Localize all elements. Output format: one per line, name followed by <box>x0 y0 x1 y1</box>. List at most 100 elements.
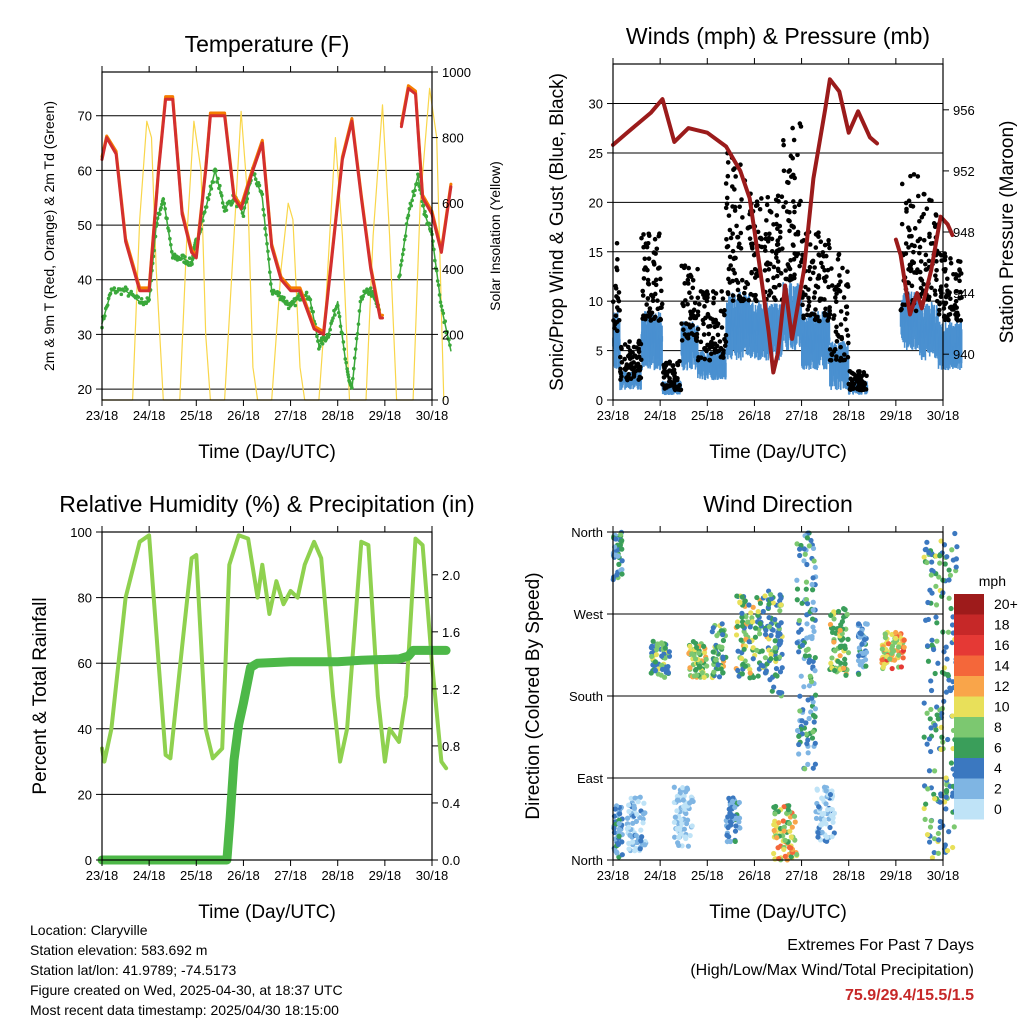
direction-point <box>929 590 935 596</box>
dewpoint-line-point <box>161 197 166 201</box>
gust-point <box>730 293 736 298</box>
direction-point <box>794 727 801 734</box>
dewpoint-line-point <box>413 188 417 193</box>
dewpoint-line-point <box>105 303 110 307</box>
direction-point <box>923 546 929 553</box>
direction-point <box>803 731 809 737</box>
direction-point <box>674 793 680 799</box>
gust-point <box>911 249 916 255</box>
dewpoint-line-point <box>328 327 332 332</box>
direction-point <box>779 665 785 671</box>
x-axis-label: Time (Day/UTC) <box>709 902 847 923</box>
direction-point <box>737 600 743 606</box>
direction-point <box>803 596 810 603</box>
location-text: Location: Claryville <box>30 922 148 938</box>
gust-point <box>732 187 737 192</box>
direction-point <box>807 673 813 679</box>
dewpoint-line-point <box>345 367 349 371</box>
extremes-heading: Extremes For Past 7 Days <box>787 937 974 954</box>
gust-point <box>821 253 827 259</box>
dewpoint-line-point <box>407 207 412 211</box>
direction-point <box>794 586 801 592</box>
direction-point <box>842 656 848 662</box>
direction-point <box>921 700 927 706</box>
gust-point <box>722 343 728 348</box>
direction-point <box>811 558 817 564</box>
direction-point <box>773 656 779 662</box>
direction-point <box>924 741 930 747</box>
y-tick-label: East <box>577 771 603 786</box>
dewpoint-line-point <box>327 332 332 337</box>
gust-point <box>616 298 622 304</box>
gust-point <box>825 267 831 273</box>
direction-point <box>934 638 940 644</box>
direction-point <box>829 812 835 819</box>
direction-point <box>743 632 749 638</box>
gust-point <box>957 259 963 264</box>
direction-point <box>632 848 638 854</box>
direction-point <box>788 845 794 851</box>
gust-point <box>681 265 687 271</box>
direction-point <box>806 683 813 689</box>
gust-point <box>915 174 921 179</box>
direction-point <box>616 821 622 827</box>
dewpoint-line-point <box>360 297 365 301</box>
gust-point <box>732 208 738 213</box>
direction-point <box>739 594 745 600</box>
gust-point <box>724 244 730 250</box>
dewpoint-line-point <box>108 291 113 296</box>
direction-point <box>827 791 834 798</box>
direction-point <box>746 639 752 645</box>
dewpoint-line-point <box>220 201 225 205</box>
gust-point <box>619 360 625 365</box>
gust-point <box>953 276 959 281</box>
direction-point <box>736 799 742 806</box>
direction-point <box>805 761 811 767</box>
gust-point <box>695 266 700 272</box>
dewpoint-line-point <box>398 273 402 277</box>
dewpoint-line-point <box>219 191 223 195</box>
x-tick-label: 28/18 <box>832 868 865 883</box>
legend-swatch <box>954 758 984 779</box>
gust-point <box>634 355 640 361</box>
direction-point <box>943 644 949 650</box>
dewpoint-line-point <box>118 287 122 291</box>
direction-point <box>829 629 836 636</box>
direction-point <box>616 561 622 567</box>
gust-point <box>944 293 949 299</box>
x-tick-label: 30/18 <box>416 408 449 423</box>
dewpoint-line-point <box>351 376 355 381</box>
gust-point <box>625 373 631 379</box>
gust-point <box>899 221 905 227</box>
direction-point <box>719 621 725 627</box>
direction-point <box>901 644 907 650</box>
gust-point <box>645 296 651 301</box>
y-axis-label: 2m & 9m T (Red, Orange) & 2m Td (Green) <box>41 101 57 371</box>
direction-point <box>928 818 934 824</box>
dewpoint-line-point <box>400 252 405 257</box>
direction-point <box>693 644 700 651</box>
direction-point <box>775 845 781 851</box>
direction-point <box>954 544 960 550</box>
direction-point <box>812 740 818 746</box>
direction-point <box>687 665 693 671</box>
direction-point <box>949 622 956 628</box>
gust-point <box>837 273 842 278</box>
direction-point <box>757 621 763 627</box>
direction-point <box>835 608 842 615</box>
direction-point <box>842 661 848 667</box>
direction-point <box>797 552 803 559</box>
direction-point <box>893 629 899 636</box>
gust-point <box>838 279 843 284</box>
direction-point <box>942 842 948 848</box>
dewpoint-line-point <box>412 193 416 198</box>
gust-point <box>797 263 802 269</box>
y-tick-label: 60 <box>78 163 92 178</box>
direction-point <box>797 708 803 714</box>
direction-point <box>626 802 632 808</box>
dewpoint-line-point <box>333 313 337 317</box>
gust-point <box>921 281 926 287</box>
direction-point <box>831 639 837 645</box>
dewpoint-line-point <box>286 306 291 311</box>
direction-point <box>710 625 716 631</box>
